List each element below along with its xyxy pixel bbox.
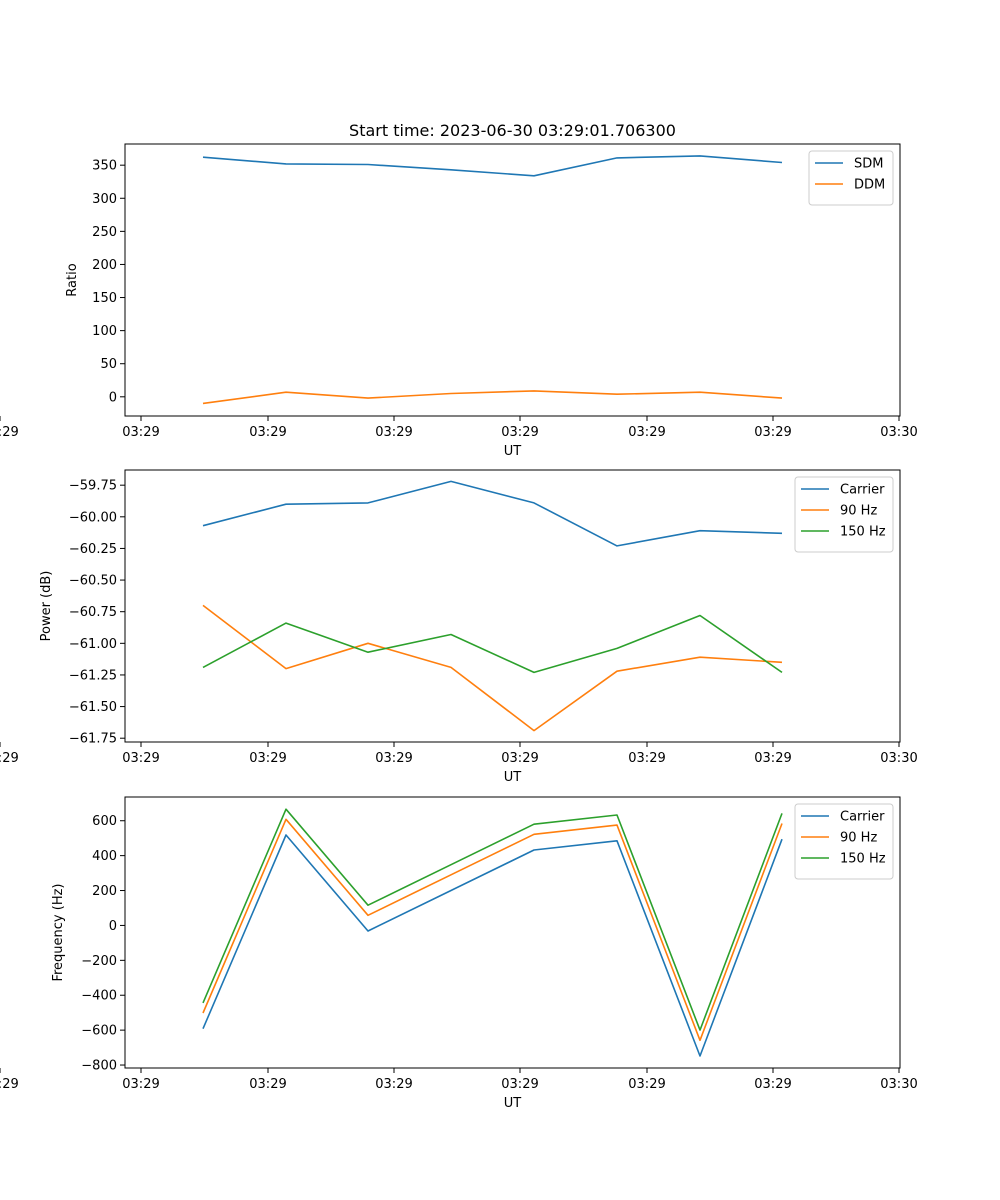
series-line-150-hz [202, 808, 783, 1031]
y-tick-label: 150 [92, 291, 117, 306]
y-tick-label: 250 [92, 225, 117, 240]
y-tick-label: −600 [81, 1024, 117, 1039]
legend-label: 150 Hz [840, 525, 886, 540]
series-line-150-hz [202, 614, 783, 674]
y-axis-label: Ratio [65, 263, 80, 296]
plot-frame [124, 143, 901, 417]
y-tick-label: 0 [109, 919, 117, 934]
legend-box [794, 476, 894, 553]
x-tick-label: 03:29 [375, 425, 412, 440]
x-tick-label: 03:29 [0, 751, 19, 766]
legend-box [808, 150, 894, 206]
y-tick-label: −60.50 [69, 574, 117, 589]
x-tick-label: 03:29 [628, 751, 665, 766]
y-axis-label: Power (dB) [39, 571, 54, 642]
x-tick-label: 03:30 [880, 751, 917, 766]
x-tick-label: 03:29 [249, 751, 286, 766]
x-tick-label: 03:29 [249, 1077, 286, 1092]
y-tick-label: −59.75 [69, 479, 117, 494]
x-tick-label: 03:29 [122, 425, 159, 440]
series-line-carrier [202, 480, 783, 547]
x-tick-label: 03:29 [501, 751, 538, 766]
legend-box [794, 803, 894, 880]
y-tick-label: 600 [92, 814, 117, 829]
legend-label: Carrier [840, 483, 885, 498]
legend: Carrier 90 Hz 150 Hz [794, 476, 894, 553]
x-tick-label: 03:29 [375, 1077, 412, 1092]
x-tick-label: 03:29 [628, 425, 665, 440]
plot-frame [124, 469, 901, 743]
y-tick-label: 350 [92, 159, 117, 174]
y-tick-label: −60.00 [69, 510, 117, 525]
plot-frame [124, 796, 901, 1069]
legend: Carrier 90 Hz 150 Hz [794, 803, 894, 880]
legend-label: 150 Hz [840, 852, 886, 867]
y-tick-label: −61.00 [69, 637, 117, 652]
series-line-sdm [202, 155, 783, 177]
x-tick-label: 03:29 [0, 1077, 19, 1092]
chart-panel-1: Start time: 2023-06-30 03:29:01.70630003… [0, 121, 918, 459]
series-line-90-hz [202, 818, 783, 1042]
legend: SDM DDM [808, 150, 894, 206]
x-tick-label: 03:29 [375, 751, 412, 766]
x-tick-label: 03:29 [249, 425, 286, 440]
series-line-90-hz [202, 604, 783, 732]
y-tick-label: −400 [81, 989, 117, 1004]
y-tick-label: −800 [81, 1059, 117, 1074]
x-tick-label: 03:29 [754, 751, 791, 766]
legend-label: 90 Hz [840, 504, 877, 519]
y-tick-label: 400 [92, 849, 117, 864]
x-axis-label: UT [504, 1096, 522, 1111]
chart-panel-2: 03:29 03:29 03:29 03:29 03:29 03:29 03:29 03:30… [0, 469, 918, 785]
x-axis-label: UT [504, 770, 522, 785]
y-tick-label: −200 [81, 954, 117, 969]
x-tick-label: 03:29 [501, 1077, 538, 1092]
legend-label: SDM [854, 157, 883, 172]
legend-label: 90 Hz [840, 831, 877, 846]
x-tick-label: 03:29 [754, 1077, 791, 1092]
x-tick-label: 03:29 [122, 751, 159, 766]
x-axis-label: UT [504, 444, 522, 459]
y-tick-label: 0 [109, 390, 117, 405]
x-tick-label: 03:29 [0, 425, 19, 440]
x-tick-label: 03:30 [880, 425, 917, 440]
chart-panel-3: 03:29 03:29 03:29 03:29 03:29 03:29 03:29 03:30… [0, 796, 918, 1111]
y-axis-label: Frequency (Hz) [51, 883, 66, 981]
y-tick-label: 100 [92, 324, 117, 339]
y-tick-label: 300 [92, 192, 117, 207]
y-tick-label: −61.75 [69, 732, 117, 747]
series-line-ddm [202, 390, 783, 405]
legend-label: DDM [854, 178, 885, 193]
x-tick-label: 03:29 [122, 1077, 159, 1092]
legend-label: Carrier [840, 810, 885, 825]
x-tick-label: 03:29 [628, 1077, 665, 1092]
y-tick-label: −60.75 [69, 605, 117, 620]
x-tick-label: 03:29 [754, 425, 791, 440]
y-tick-label: −61.25 [69, 668, 117, 683]
y-tick-label: −61.50 [69, 700, 117, 715]
y-tick-label: −60.25 [69, 542, 117, 557]
y-tick-label: 200 [92, 884, 117, 899]
x-tick-label: 03:29 [501, 425, 538, 440]
y-tick-label: 50 [100, 357, 117, 372]
y-tick-label: 200 [92, 258, 117, 273]
series-line-carrier [202, 834, 783, 1057]
chart-title: Start time: 2023-06-30 03:29:01.706300 [349, 121, 676, 140]
x-tick-label: 03:30 [880, 1077, 917, 1092]
